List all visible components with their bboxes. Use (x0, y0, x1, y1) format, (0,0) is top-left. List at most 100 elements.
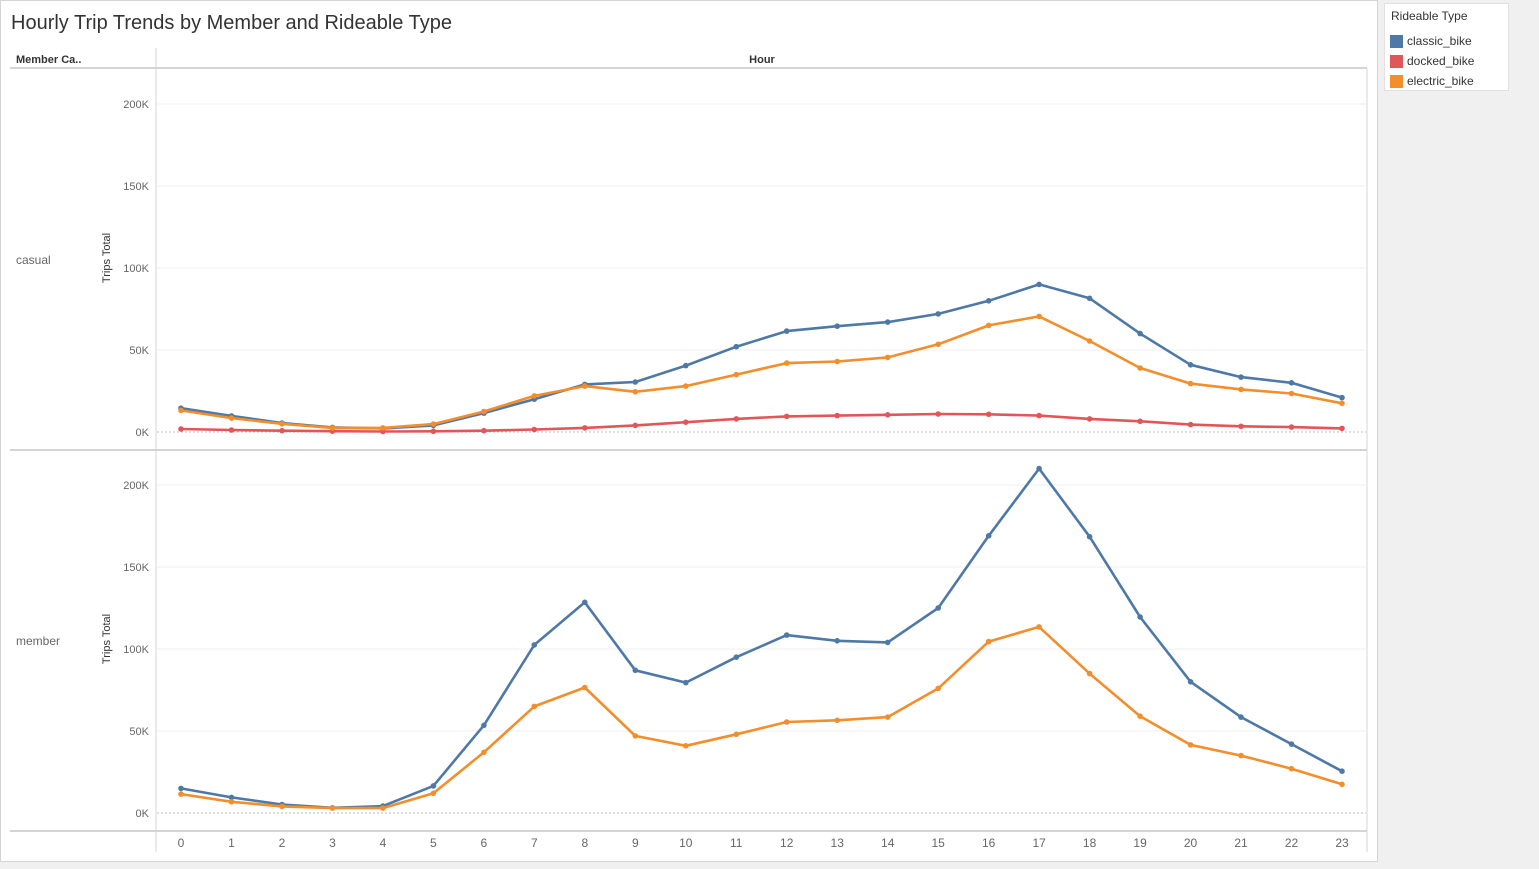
point-casual-docked_bike-7 (531, 426, 538, 433)
point-casual-docked_bike-20 (1187, 421, 1194, 428)
point-member-electric_bike-7 (531, 703, 538, 710)
point-member-classic_bike-16 (985, 533, 992, 539)
point-casual-docked_bike-8 (582, 425, 588, 431)
y-tick-label-member-2: 100K (123, 644, 149, 656)
point-casual-electric_bike-17 (1036, 313, 1042, 320)
point-member-electric_bike-0 (178, 791, 184, 797)
point-member-electric_bike-12 (783, 719, 790, 725)
x-tick-label-19: 19 (1133, 836, 1147, 850)
x-tick-label-10: 10 (679, 836, 693, 850)
point-casual-docked_bike-12 (783, 413, 790, 420)
point-member-classic_bike-11 (733, 654, 740, 660)
point-casual-electric_bike-20 (1187, 380, 1194, 387)
point-casual-docked_bike-21 (1238, 423, 1244, 430)
point-casual-classic_bike-21 (1238, 374, 1244, 380)
point-casual-docked_bike-16 (985, 411, 992, 418)
point-casual-docked_bike-13 (834, 412, 840, 419)
x-tick-label-12: 12 (780, 836, 794, 850)
series-line-casual-electric_bike (179, 315, 1344, 430)
legend-label-classic-bike: classic_bike (1407, 34, 1472, 48)
point-casual-electric_bike-21 (1238, 386, 1244, 393)
chart-canvas: Member Ca.. Hour casual member Trips Tot… (10, 48, 1368, 852)
point-casual-docked_bike-1 (228, 427, 235, 433)
point-member-electric_bike-10 (683, 743, 689, 749)
point-member-classic_bike-23 (1339, 768, 1345, 774)
x-tick-label-11: 11 (730, 836, 743, 850)
row-field-header[interactable]: Member Ca.. (16, 54, 81, 66)
point-member-electric_bike-6 (481, 749, 487, 756)
point-casual-classic_bike-23 (1339, 394, 1345, 401)
point-member-electric_bike-3 (329, 805, 336, 811)
point-casual-docked_bike-6 (481, 427, 487, 434)
bottom-background (0, 862, 1378, 869)
y-tick-label-casual-4: 200K (123, 99, 149, 111)
legend-swatch-classic-bike (1390, 35, 1403, 48)
point-casual-electric_bike-3 (329, 425, 336, 431)
point-casual-classic_bike-17 (1036, 281, 1042, 288)
y-tick-label-member-0: 0K (136, 808, 150, 820)
chart-title: Hourly Trip Trends by Member and Rideabl… (11, 12, 452, 34)
legend-label-electric-bike: electric_bike (1407, 74, 1474, 88)
point-member-electric_bike-5 (430, 790, 437, 797)
point-member-classic_bike-8 (582, 599, 588, 606)
x-tick-label-1: 1 (228, 836, 235, 850)
x-tick-label-15: 15 (931, 836, 945, 850)
point-member-classic_bike-6 (481, 722, 487, 729)
point-casual-classic_bike-20 (1187, 362, 1194, 368)
x-tick-label-6: 6 (481, 836, 488, 850)
point-casual-classic_bike-14 (884, 319, 891, 325)
point-casual-electric_bike-12 (783, 360, 790, 366)
point-member-classic_bike-18 (1086, 533, 1093, 540)
x-tick-label-16: 16 (982, 836, 996, 850)
point-member-electric_bike-20 (1187, 742, 1194, 748)
point-casual-docked_bike-19 (1137, 418, 1143, 425)
point-member-classic_bike-21 (1238, 714, 1244, 720)
x-tick-label-7: 7 (531, 836, 538, 850)
point-member-electric_bike-1 (228, 799, 235, 805)
point-casual-classic_bike-12 (783, 328, 790, 334)
x-tick-label-14: 14 (881, 836, 895, 850)
x-tick-label-18: 18 (1083, 836, 1097, 850)
point-member-classic_bike-13 (834, 638, 840, 644)
point-member-classic_bike-22 (1288, 741, 1295, 747)
series-line-member-electric_bike (179, 625, 1344, 810)
point-casual-classic_bike-18 (1086, 295, 1093, 302)
x-tick-label-20: 20 (1184, 836, 1198, 850)
point-casual-electric_bike-22 (1288, 390, 1295, 397)
chart-frame: Member Ca.. Hour casual member Trips Tot… (10, 48, 1368, 852)
point-casual-docked_bike-22 (1288, 424, 1295, 430)
point-casual-classic_bike-15 (935, 311, 941, 317)
legend[interactable]: Rideable Type classic_bike docked_bike e… (1384, 3, 1509, 91)
point-casual-docked_bike-2 (279, 427, 285, 434)
point-member-electric_bike-4 (380, 805, 386, 811)
point-casual-docked_bike-23 (1339, 425, 1345, 432)
x-tick-label-4: 4 (380, 836, 387, 850)
point-casual-docked_bike-14 (884, 412, 891, 418)
point-casual-docked_bike-11 (733, 416, 740, 422)
y-tick-label-member-3: 150K (123, 562, 149, 574)
y-axis-title-casual: Trips Total (101, 233, 113, 283)
point-casual-electric_bike-10 (683, 383, 689, 389)
point-member-electric_bike-21 (1238, 752, 1244, 759)
legend-title: Rideable Type (1391, 9, 1468, 23)
point-casual-classic_bike-13 (834, 323, 840, 330)
column-field-header[interactable]: Hour (749, 54, 775, 66)
point-member-classic_bike-1 (228, 794, 235, 801)
point-member-electric_bike-13 (834, 717, 840, 724)
point-casual-docked_bike-17 (1036, 412, 1042, 419)
point-member-classic_bike-10 (683, 679, 689, 686)
y-axis-title-member: Trips Total (101, 614, 113, 664)
point-member-classic_bike-12 (783, 632, 790, 638)
point-casual-classic_bike-16 (985, 298, 992, 304)
series-line-member-classic_bike (179, 467, 1344, 810)
point-casual-electric_bike-5 (430, 421, 437, 427)
point-casual-classic_bike-22 (1288, 380, 1295, 386)
point-member-electric_bike-19 (1137, 713, 1143, 719)
point-member-electric_bike-23 (1339, 781, 1345, 788)
x-tick-label-13: 13 (831, 836, 845, 850)
point-member-classic_bike-17 (1036, 465, 1042, 472)
point-casual-electric_bike-14 (884, 354, 891, 361)
point-casual-electric_bike-13 (834, 358, 840, 365)
point-casual-docked_bike-15 (935, 411, 941, 417)
y-tick-label-casual-2: 100K (123, 263, 149, 275)
